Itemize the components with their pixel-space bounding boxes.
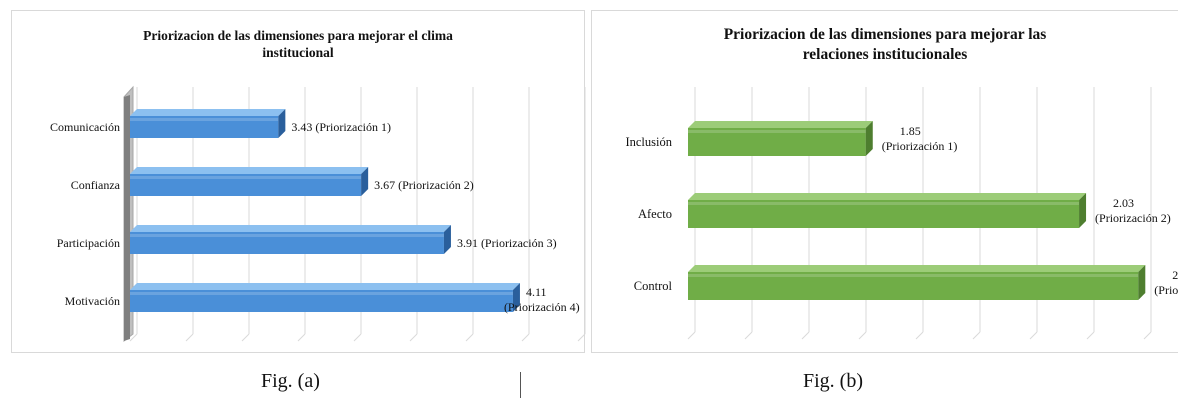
bar-top-0-1 bbox=[130, 167, 369, 174]
data-label: 3.67 (Priorización 2) bbox=[374, 178, 474, 192]
chart-panel-a: Priorizacion de las dimensiones para mej… bbox=[11, 10, 586, 353]
bar-top-0-0 bbox=[130, 109, 286, 116]
floor-gridline bbox=[521, 333, 530, 342]
bar-highlight bbox=[688, 202, 1080, 205]
figure-caption-a: Fig. (a) bbox=[261, 370, 320, 392]
data-label-value: 4.11 bbox=[526, 285, 547, 299]
bar-end-0 bbox=[865, 121, 873, 156]
category-label: Inclusión bbox=[625, 135, 672, 149]
bar-top-1-2 bbox=[688, 265, 1146, 272]
bar-top-1-1 bbox=[688, 193, 1087, 200]
category-label: Participación bbox=[57, 236, 120, 250]
floor-gridline bbox=[353, 333, 362, 342]
bar-top-0-2 bbox=[130, 225, 451, 232]
bar-top-1-0 bbox=[688, 121, 873, 128]
data-label: 3.91 (Priorización 3) bbox=[457, 236, 557, 250]
category-label: Control bbox=[634, 279, 673, 293]
data-label-rank: (Priorización 3) bbox=[1154, 283, 1178, 297]
bar-end-1 bbox=[1079, 193, 1087, 228]
bar-participación bbox=[130, 232, 444, 254]
bar-confianza bbox=[130, 174, 362, 196]
bar-end-0 bbox=[278, 109, 286, 138]
category-label: Comunicación bbox=[50, 120, 120, 134]
bar-end-1 bbox=[361, 167, 369, 196]
category-label: Motivación bbox=[65, 294, 120, 308]
chart-title-a: Priorizacion de las dimensiones para mej… bbox=[143, 28, 453, 60]
data-label-value: 1.85 bbox=[900, 124, 921, 138]
floor-gridline bbox=[409, 333, 418, 342]
floor-gridline bbox=[858, 331, 867, 340]
floor-gridline bbox=[972, 331, 981, 340]
bar-highlight bbox=[688, 274, 1139, 277]
data-label-value: 2.08 bbox=[1172, 268, 1178, 282]
floor-gridline bbox=[465, 333, 474, 342]
bar-highlight bbox=[130, 234, 444, 237]
floor-gridline bbox=[577, 333, 586, 342]
data-label: 3.43 (Priorización 1) bbox=[291, 120, 391, 134]
bar-highlight bbox=[130, 176, 362, 179]
bar-end-2 bbox=[1138, 265, 1146, 300]
bar-end-2 bbox=[443, 225, 451, 254]
floor-gridline bbox=[1143, 331, 1152, 340]
data-label-value: 2.03 bbox=[1113, 196, 1134, 210]
bar-highlight bbox=[130, 292, 513, 295]
data-label-rank: (Priorización 1) bbox=[882, 139, 958, 153]
data-label-rank: (Priorización 2) bbox=[1095, 211, 1171, 225]
bar-inclusión bbox=[688, 128, 866, 156]
category-label: Afecto bbox=[638, 207, 672, 221]
bar-end-3 bbox=[512, 283, 520, 312]
floor-gridline bbox=[297, 333, 306, 342]
floor-gridline bbox=[801, 331, 810, 340]
bar-top-0-3 bbox=[130, 283, 520, 290]
floor-gridline bbox=[1029, 331, 1038, 340]
side-wall-edge bbox=[124, 95, 130, 341]
floor-gridline bbox=[241, 333, 250, 342]
chart-plot-a: Comunicación 3.43 (Priorización 1) Confian… bbox=[50, 85, 586, 343]
floor-gridline bbox=[129, 333, 138, 342]
bar-control bbox=[688, 272, 1139, 300]
floor-gridline bbox=[1086, 331, 1095, 340]
bar-highlight bbox=[130, 118, 279, 121]
category-label: Confianza bbox=[71, 178, 121, 192]
floor-gridline bbox=[185, 333, 194, 342]
caption-divider bbox=[520, 372, 521, 398]
floor-gridline bbox=[915, 331, 924, 340]
data-label-rank: (Priorización 4) bbox=[504, 300, 580, 314]
bar-highlight bbox=[688, 130, 866, 133]
bar-afecto bbox=[688, 200, 1080, 228]
chart-title-b: Priorizacion de las dimensiones para mej… bbox=[723, 26, 1047, 63]
bar-motivación bbox=[130, 290, 513, 312]
floor-gridline bbox=[687, 331, 696, 340]
figure-caption-b: Fig. (b) bbox=[803, 370, 863, 392]
bar-comunicación bbox=[130, 116, 279, 138]
chart-panel-b: Priorizacion de las dimensiones para mej… bbox=[591, 10, 1178, 353]
floor-gridline bbox=[744, 331, 753, 340]
